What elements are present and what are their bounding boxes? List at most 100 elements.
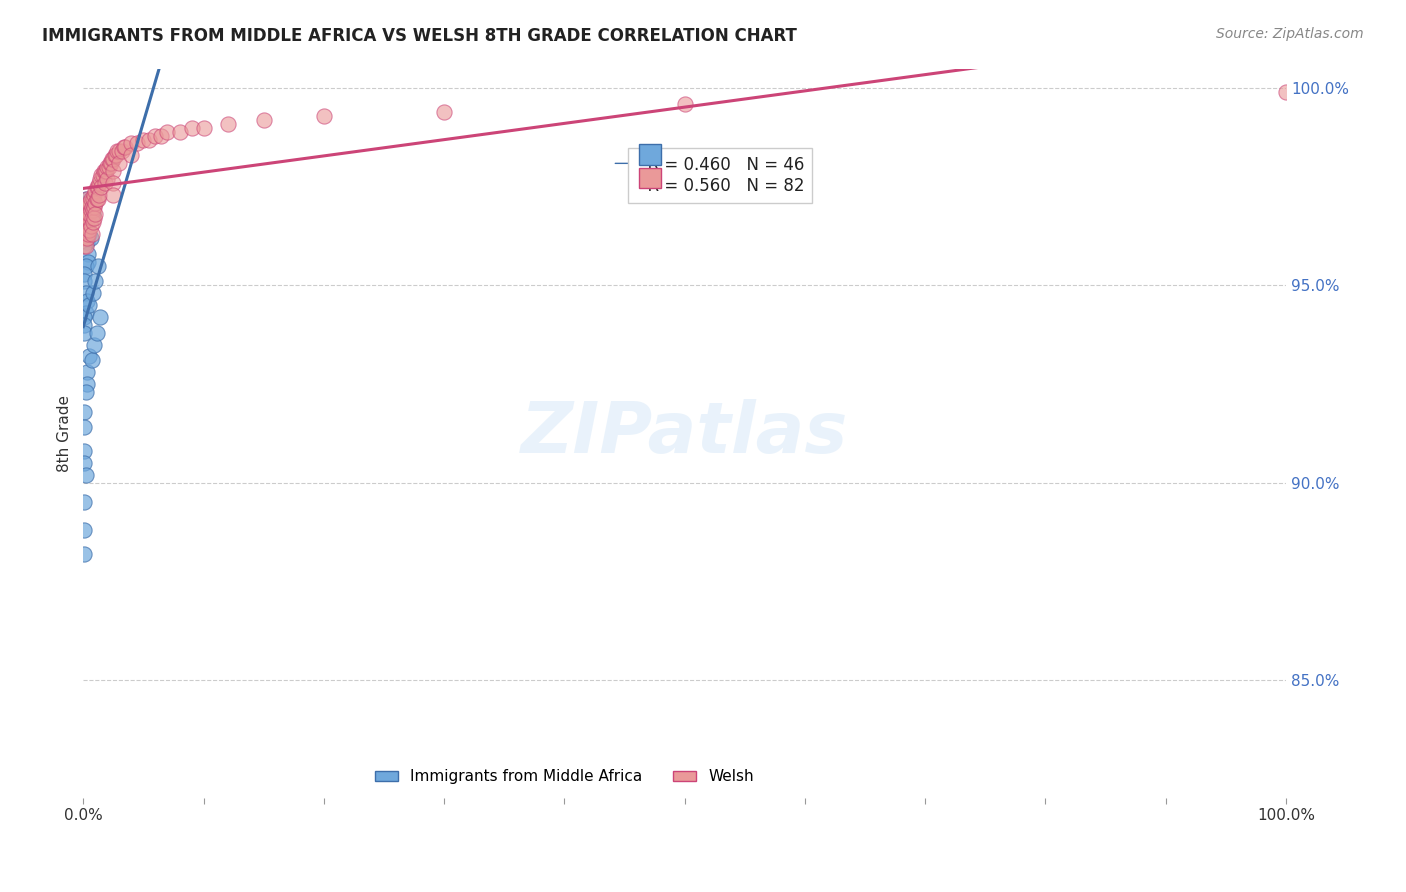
Point (94, 164, 117, 178)
Point (108, 145, 131, 159)
Y-axis label: 8th Grade: 8th Grade (58, 395, 72, 472)
Point (75, 384, 97, 399)
Point (79, 223, 101, 237)
Point (89, 172, 111, 186)
Point (79, 207, 101, 221)
Point (103, 164, 125, 178)
Point (73, 267, 96, 281)
Point (80, 200, 103, 214)
Point (73, 227, 96, 241)
Point (180, 120, 202, 135)
Point (73, 318, 96, 332)
Point (114, 140, 136, 154)
Point (86, 192, 108, 206)
Point (73, 219, 96, 234)
Text: R = 0.460   N = 46
  R = 0.560   N = 82: R = 0.460 N = 46 R = 0.560 N = 82 (637, 156, 804, 194)
Point (73, 239, 96, 253)
Point (100, 156, 122, 170)
Point (96, 160, 118, 174)
Point (80, 211, 103, 226)
Point (138, 132, 160, 146)
Point (73, 523, 96, 537)
Point (93, 164, 115, 178)
Point (217, 117, 239, 131)
Point (86, 326, 108, 340)
Text: IMMIGRANTS FROM MIDDLE AFRICA VS WELSH 8TH GRADE CORRELATION CHART: IMMIGRANTS FROM MIDDLE AFRICA VS WELSH 8… (42, 27, 797, 45)
Point (104, 148, 127, 162)
Point (76, 235, 98, 249)
Point (75, 192, 97, 206)
Point (77, 247, 100, 261)
Point (75, 203, 97, 218)
Point (79, 219, 101, 234)
Point (86, 179, 108, 194)
Point (120, 148, 142, 162)
Point (94, 164, 117, 178)
FancyBboxPatch shape (638, 145, 661, 165)
Point (75, 259, 97, 273)
Point (73, 211, 96, 226)
Text: Source: ZipAtlas.com: Source: ZipAtlas.com (1216, 27, 1364, 41)
Point (76, 195, 98, 210)
FancyBboxPatch shape (638, 168, 661, 188)
Point (84, 207, 107, 221)
Point (156, 125, 179, 139)
Point (84, 184, 107, 198)
Point (73, 231, 96, 245)
Point (76, 376, 98, 391)
Point (79, 192, 101, 206)
Text: ZIPatlas: ZIPatlas (522, 399, 848, 467)
Point (76, 231, 98, 245)
Point (253, 112, 276, 127)
Point (87, 192, 110, 206)
Point (76, 192, 98, 206)
Point (79, 195, 101, 210)
Point (108, 156, 131, 170)
Point (73, 275, 96, 289)
Point (75, 200, 97, 214)
Point (80, 227, 103, 241)
Point (94, 176, 117, 190)
Point (145, 128, 167, 143)
Point (77, 227, 100, 241)
Point (87, 259, 110, 273)
Point (79, 227, 101, 241)
Point (73, 547, 96, 561)
Point (76, 207, 98, 221)
Point (83, 211, 105, 226)
Point (73, 200, 96, 214)
Point (193, 120, 215, 135)
Point (73, 495, 96, 509)
Point (75, 306, 97, 320)
Point (87, 187, 110, 202)
Point (75, 286, 97, 301)
Point (83, 187, 105, 202)
Point (73, 326, 96, 340)
Point (82, 215, 104, 229)
Point (132, 132, 155, 146)
Point (90, 179, 112, 194)
Point (82, 203, 104, 218)
Point (75, 223, 97, 237)
Point (90, 168, 112, 182)
Point (82, 207, 104, 221)
Point (169, 125, 191, 139)
Point (112, 140, 135, 154)
Point (82, 192, 104, 206)
Point (98, 156, 121, 170)
Point (97, 160, 120, 174)
Point (75, 223, 97, 237)
Point (120, 136, 142, 151)
Point (79, 231, 101, 245)
Point (150, 128, 173, 143)
Point (103, 176, 125, 190)
Point (127, 136, 149, 151)
Point (80, 353, 103, 368)
Point (84, 195, 107, 210)
Point (83, 200, 105, 214)
Point (73, 420, 96, 434)
Point (96, 172, 118, 186)
Point (91, 168, 114, 182)
Point (1275, 85, 1298, 99)
Point (89, 310, 111, 324)
